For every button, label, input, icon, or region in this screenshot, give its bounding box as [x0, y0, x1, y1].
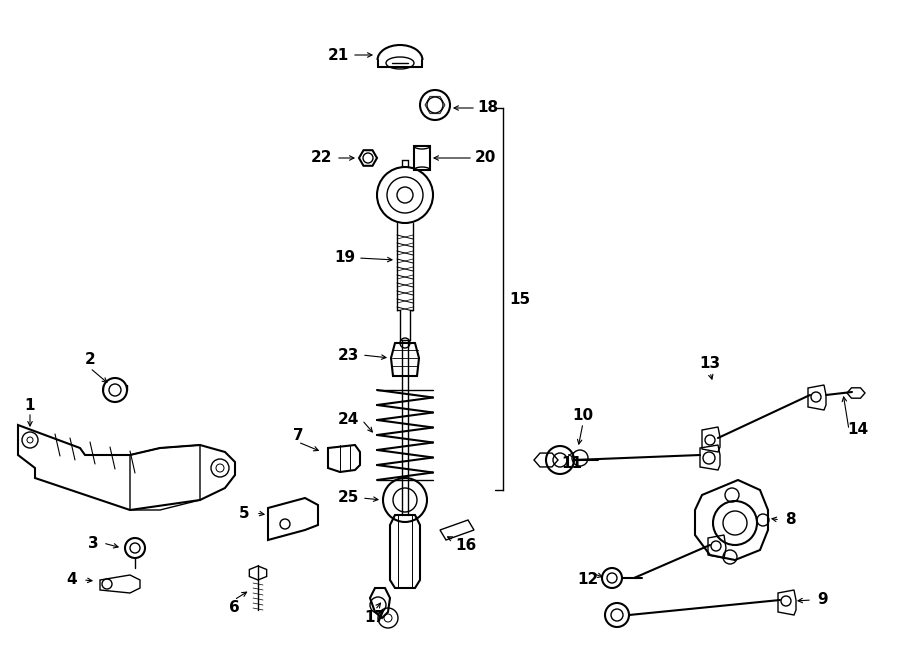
- Text: 6: 6: [229, 600, 239, 615]
- Text: 16: 16: [455, 537, 477, 553]
- Text: 9: 9: [818, 592, 828, 607]
- Text: 18: 18: [477, 100, 499, 116]
- Text: 7: 7: [292, 428, 303, 442]
- Text: 12: 12: [578, 572, 599, 588]
- Text: 15: 15: [509, 293, 531, 307]
- Text: 17: 17: [364, 611, 385, 625]
- Text: 8: 8: [785, 512, 796, 527]
- Text: 20: 20: [474, 151, 496, 165]
- Text: 3: 3: [87, 535, 98, 551]
- Text: 1: 1: [25, 397, 35, 412]
- Text: 5: 5: [238, 506, 249, 520]
- Text: 2: 2: [85, 352, 95, 368]
- Text: 11: 11: [562, 455, 582, 471]
- Text: 24: 24: [338, 412, 359, 428]
- Text: 10: 10: [572, 407, 594, 422]
- Text: 22: 22: [311, 151, 333, 165]
- Text: 4: 4: [67, 572, 77, 588]
- Text: 19: 19: [335, 251, 356, 266]
- Text: 21: 21: [328, 48, 348, 63]
- Text: 14: 14: [848, 422, 868, 438]
- Text: 13: 13: [699, 356, 721, 371]
- Text: 25: 25: [338, 490, 359, 506]
- Text: 23: 23: [338, 348, 359, 362]
